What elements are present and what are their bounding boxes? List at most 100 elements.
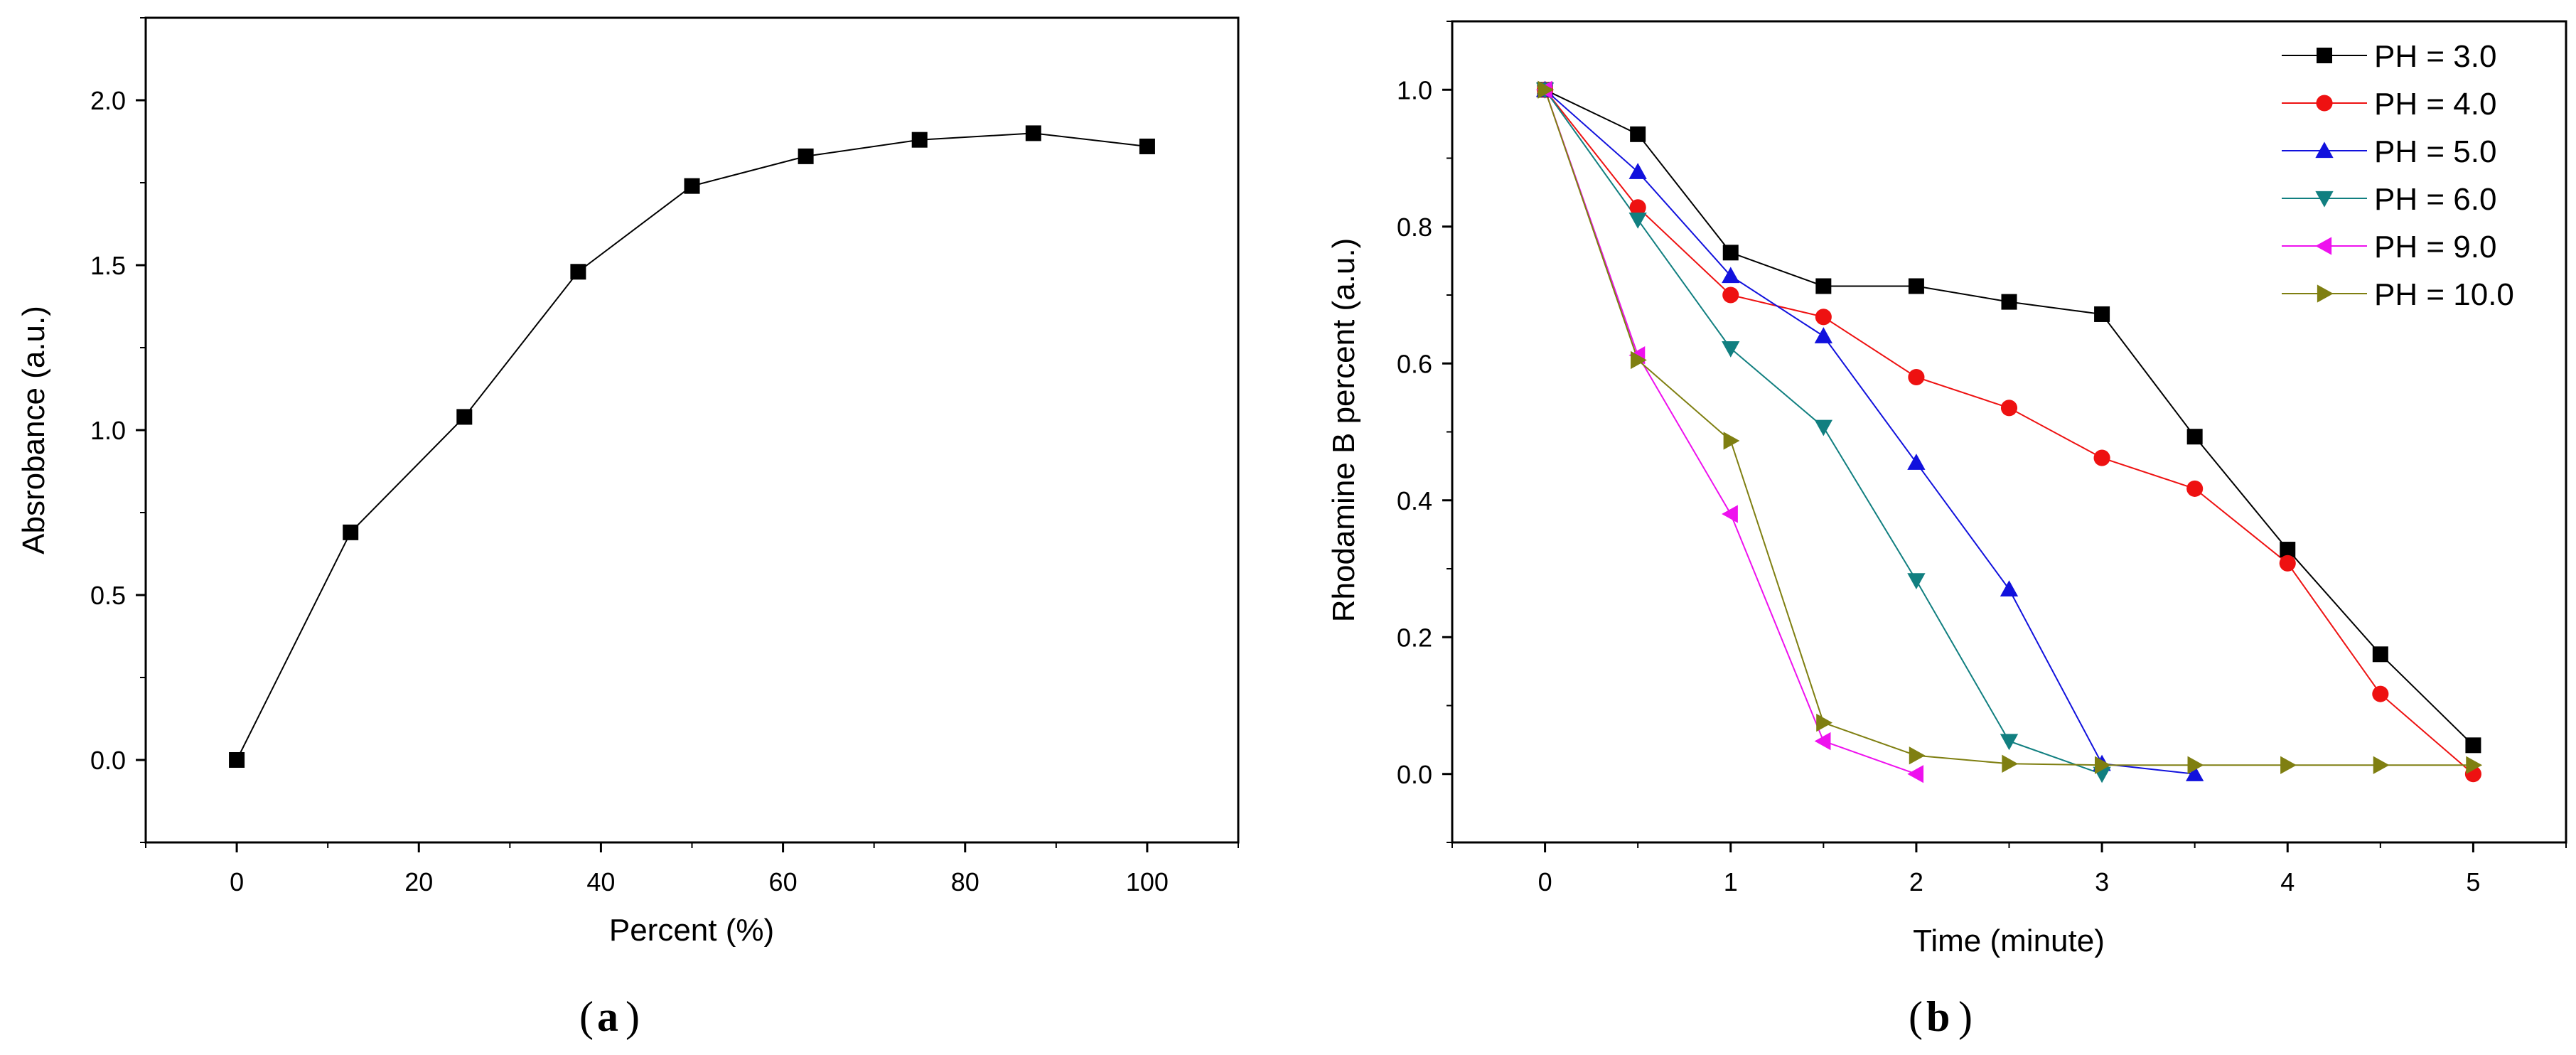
chart-a-series-1-point xyxy=(798,148,814,164)
chart-a-y-axis-title: Absrobance (a.u.) xyxy=(16,306,51,555)
chart-a-series-1-point xyxy=(456,409,473,425)
chart-b-series-6-point xyxy=(1909,746,1926,765)
chart-a-x-tick-label: 80 xyxy=(951,867,980,896)
chart-a-panel-label: ( a ) xyxy=(579,993,640,1040)
chart-b: 0 1 2 3 4 5 0.0 0.2 0.4 0.6 0.8 1.0 Time (minute) R… xyxy=(1326,20,2567,1040)
legend-marker-2 xyxy=(2316,95,2333,112)
chart-b-series-4-point xyxy=(1628,213,1647,229)
chart-a-x-tick-label: 0 xyxy=(230,867,244,896)
chart-b-series-2-point xyxy=(2093,449,2110,466)
legend-label-2: PH = 4.0 xyxy=(2374,87,2496,122)
chart-b-series-1-point xyxy=(2465,737,2481,754)
chart-b-series-2-point xyxy=(1722,286,1739,304)
chart-b-y-tick-label: 0.4 xyxy=(1397,486,1432,515)
chart-a-y-tick-label: 0.5 xyxy=(90,581,126,610)
chart-b-series-6-point xyxy=(1537,80,1555,99)
chart-b-series-1-point xyxy=(2094,306,2110,322)
chart-b-series-2-point xyxy=(1629,199,1646,216)
chart-b-series-6-point xyxy=(2466,756,2483,774)
svg-text:): ) xyxy=(626,993,640,1040)
chart-b-series-5-point xyxy=(1907,765,1924,783)
chart-a-x-tick-label: 40 xyxy=(586,867,615,896)
chart-b-series-6-point xyxy=(1723,432,1740,450)
legend-marker-5 xyxy=(2315,237,2332,255)
chart-b-series-3-point xyxy=(1628,163,1647,179)
chart-a-y-tick-label: 2.0 xyxy=(90,86,126,115)
chart-a-frame xyxy=(144,16,1240,844)
legend-label-3: PH = 5.0 xyxy=(2374,134,2496,169)
chart-b-series-6-point xyxy=(2187,756,2204,774)
chart-b-series-2-point xyxy=(2279,555,2296,572)
chart-b-series-4-point xyxy=(1814,419,1832,437)
chart-b-y-tick-label: 0.2 xyxy=(1397,623,1432,652)
chart-b-legend: PH = 3.0 PH = 4.0 PH = 5.0 PH = 6.0 PH = 9.0… xyxy=(2282,39,2514,312)
chart-a-x-axis-title: Percent (%) xyxy=(609,913,774,948)
chart-b-series-1-point xyxy=(2186,429,2203,445)
legend-label-5: PH = 9.0 xyxy=(2374,230,2496,264)
legend-marker-3 xyxy=(2315,141,2334,159)
chart-b-series-2-point xyxy=(1815,309,1832,326)
chart-a-series-1-point xyxy=(684,178,700,194)
chart-b-panel-letter: b xyxy=(1926,993,1950,1040)
chart-b-series-2-point xyxy=(1908,368,1925,386)
chart-a-series-1-point xyxy=(1025,125,1041,141)
chart-b-series-6-point xyxy=(2280,756,2297,774)
chart-b-x-axis-title: Time (minute) xyxy=(1913,923,2105,958)
chart-a-series-1-point xyxy=(911,132,928,148)
chart-b-series-1-point xyxy=(1630,126,1646,142)
chart-b-x-tick-label: 0 xyxy=(1538,867,1552,896)
chart-b-series-3-point xyxy=(1722,267,1740,284)
chart-b-y-tick-label: 0.0 xyxy=(1397,760,1432,789)
chart-b-series-1-point xyxy=(1722,245,1739,261)
chart-a-series-1-point xyxy=(229,752,245,768)
chart-a-series-line-1 xyxy=(236,132,1148,761)
chart-b-series-line-1 xyxy=(1545,89,2474,746)
chart-b-y-tick-label: 0.8 xyxy=(1397,213,1432,242)
chart-b-series-6-point xyxy=(2373,756,2390,774)
chart-a-x-tick-label: 20 xyxy=(404,867,433,896)
chart-a-y-tick-label: 0.0 xyxy=(90,746,126,775)
chart-b-series-3-point xyxy=(2186,765,2204,781)
chart-b-y-axis-title: Rhodamine B percent (a.u.) xyxy=(1326,238,1361,623)
chart-b-series-line-3 xyxy=(1544,89,2195,775)
chart-b-series-2-point xyxy=(2186,480,2204,497)
chart-b-series-6-point xyxy=(2002,754,2019,773)
chart-b-series-6-point xyxy=(2094,756,2111,774)
chart-b-series-4-point xyxy=(2000,734,2019,751)
chart-b-series-1-point xyxy=(2280,542,2296,558)
chart-b-series-4-point xyxy=(1907,573,1926,590)
chart-b-x-tick-label: 4 xyxy=(2280,867,2295,896)
chart-b-series-line-6 xyxy=(1544,89,2474,766)
chart-a-panel-letter: a xyxy=(597,993,618,1040)
chart-b-series-2-point xyxy=(2000,400,2018,417)
chart-a-series-1-point xyxy=(1139,138,1155,154)
svg-text:): ) xyxy=(1958,993,1973,1040)
legend-marker-4 xyxy=(2315,191,2334,208)
chart-b-series-1-point xyxy=(2372,646,2388,663)
chart-a-y-tick-label: 1.0 xyxy=(90,416,126,445)
chart-b-series-4-point xyxy=(1722,341,1740,358)
chart-b-x-tick-label: 1 xyxy=(1724,867,1738,896)
chart-a-series-1-point xyxy=(343,524,359,540)
legend-label-4: PH = 6.0 xyxy=(2374,182,2496,217)
chart-b-y-tick-label: 1.0 xyxy=(1397,75,1432,105)
chart-a-y-tick-label: 1.5 xyxy=(90,251,126,280)
chart-b-series-6-point xyxy=(1631,350,1647,370)
chart-b-series-5-point xyxy=(1722,505,1738,523)
svg-text:(: ( xyxy=(1909,993,1923,1040)
chart-b-series-1-point xyxy=(1908,278,1924,294)
chart-b-x-tick-label: 2 xyxy=(1909,867,1923,896)
legend-marker-1 xyxy=(2317,48,2332,63)
chart-b-series-1-point xyxy=(2001,294,2017,310)
chart-b-series-line-5 xyxy=(1544,89,1917,775)
chart-b-series-5-point xyxy=(1814,732,1831,751)
chart-b-series-2-point xyxy=(2372,685,2389,702)
chart-b-series-3-point xyxy=(1814,327,1832,343)
chart-b-x-tick-label: 3 xyxy=(2095,867,2109,896)
chart-b-series-6-point xyxy=(1816,713,1832,732)
chart-b-x-tick-label: 5 xyxy=(2466,867,2480,896)
chart-b-y-tick-label: 0.6 xyxy=(1397,349,1432,378)
chart-b-series-3-point xyxy=(1907,454,1926,470)
